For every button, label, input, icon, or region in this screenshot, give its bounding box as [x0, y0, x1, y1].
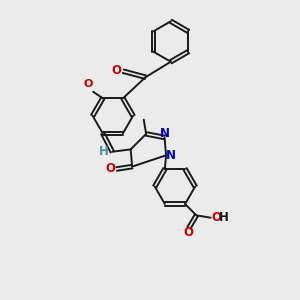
Text: H: H	[99, 145, 109, 158]
Text: H: H	[219, 211, 229, 224]
Text: O: O	[183, 226, 193, 239]
Text: O: O	[83, 79, 93, 89]
Text: N: N	[160, 127, 170, 140]
Text: O: O	[105, 162, 115, 175]
Text: O: O	[112, 64, 122, 77]
Text: N: N	[166, 149, 176, 162]
Text: O: O	[212, 211, 222, 224]
